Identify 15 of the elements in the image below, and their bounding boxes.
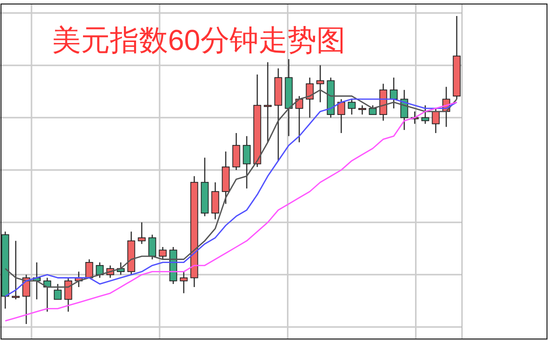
candlestick (348, 98, 356, 116)
candlestick (180, 271, 188, 294)
candlestick (358, 104, 366, 116)
candlestick (232, 132, 240, 170)
candlestick (158, 246, 167, 260)
title: 美元指数60分钟走势图 (52, 25, 346, 57)
candlestick (12, 240, 20, 300)
candlestick (54, 283, 62, 300)
candlestick (264, 62, 272, 143)
candlestick (211, 182, 220, 220)
candlestick (368, 104, 377, 116)
candlestick (421, 104, 430, 124)
candlestick (148, 234, 156, 260)
candlestick (242, 136, 251, 189)
candlestick (64, 277, 72, 312)
